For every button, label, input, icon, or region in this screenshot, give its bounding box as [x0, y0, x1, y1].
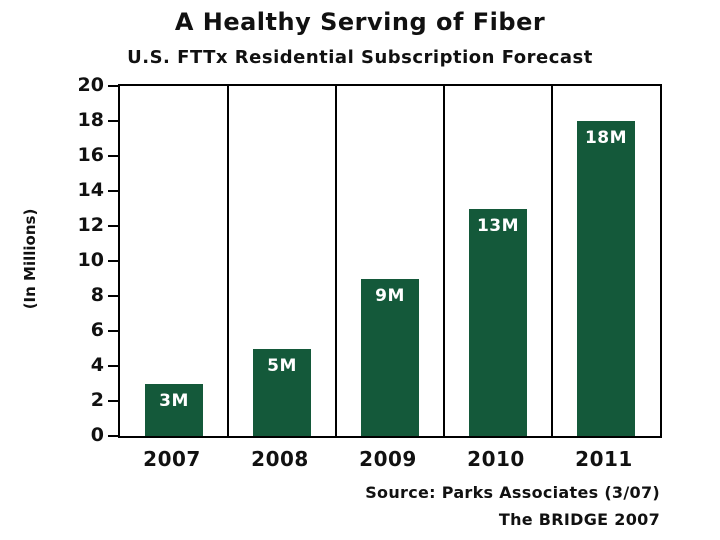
- bar-2007: 3M: [145, 383, 203, 436]
- y-axis-title: (In Millions): [21, 208, 39, 310]
- vertical-gridline: [443, 86, 445, 436]
- y-tick-label: 14: [77, 179, 104, 201]
- y-tick-label: 6: [90, 319, 104, 341]
- y-tick-label: 12: [77, 214, 104, 236]
- y-tick-label: 16: [77, 144, 104, 166]
- plot-area: 3M 5M 9M 13M 18M: [118, 84, 662, 438]
- y-tick-mark: [108, 295, 118, 297]
- y-tick-mark: [108, 120, 118, 122]
- bar-2009: 9M: [361, 278, 419, 436]
- y-tick-mark: [108, 190, 118, 192]
- y-tick-mark: [108, 225, 118, 227]
- y-tick-mark: [108, 435, 118, 437]
- y-tick-label: 4: [90, 354, 104, 376]
- x-axis: 2007 2008 2009 2010 2011: [118, 447, 662, 477]
- bar-value-label: 9M: [375, 285, 405, 306]
- y-tick-mark: [108, 330, 118, 332]
- y-tick-mark: [108, 365, 118, 367]
- y-axis: 20 18 16 14 12 10 8 6 4 2 0: [50, 74, 118, 446]
- page-title: A Healthy Serving of Fiber: [174, 8, 546, 36]
- y-tick-mark: [108, 260, 118, 262]
- y-tick-label: 0: [90, 424, 104, 446]
- x-axis-label: 2010: [467, 447, 525, 471]
- y-tick-label: 8: [90, 284, 104, 306]
- x-axis-label: 2011: [575, 447, 633, 471]
- credit-text: The BRIDGE 2007: [498, 510, 660, 529]
- source-text: Source: Parks Associates (3/07): [365, 483, 660, 502]
- x-axis-label: 2008: [251, 447, 309, 471]
- x-axis-label: 2007: [143, 447, 201, 471]
- y-tick-label: 18: [77, 109, 104, 131]
- vertical-gridline: [227, 86, 229, 436]
- vertical-gridline: [551, 86, 553, 436]
- bar-value-label: 3M: [159, 390, 189, 411]
- y-tick-mark: [108, 155, 118, 157]
- y-tick-mark: [108, 400, 118, 402]
- x-axis-label: 2009: [359, 447, 417, 471]
- y-tick-label: 2: [90, 389, 104, 411]
- chart-subtitle: U.S. FTTx Residential Subscription Forec…: [127, 47, 593, 68]
- y-tick-label: 10: [77, 249, 104, 271]
- vertical-gridline: [335, 86, 337, 436]
- y-tick-mark: [108, 85, 118, 87]
- y-tick-label: 20: [77, 74, 104, 96]
- bar-2011: 18M: [577, 121, 635, 436]
- bar-2010: 13M: [469, 208, 527, 436]
- bar-value-label: 13M: [476, 215, 520, 236]
- bar-value-label: 18M: [584, 128, 628, 148]
- bar-value-label: 5M: [267, 355, 297, 376]
- bar-2008: 5M: [253, 348, 311, 436]
